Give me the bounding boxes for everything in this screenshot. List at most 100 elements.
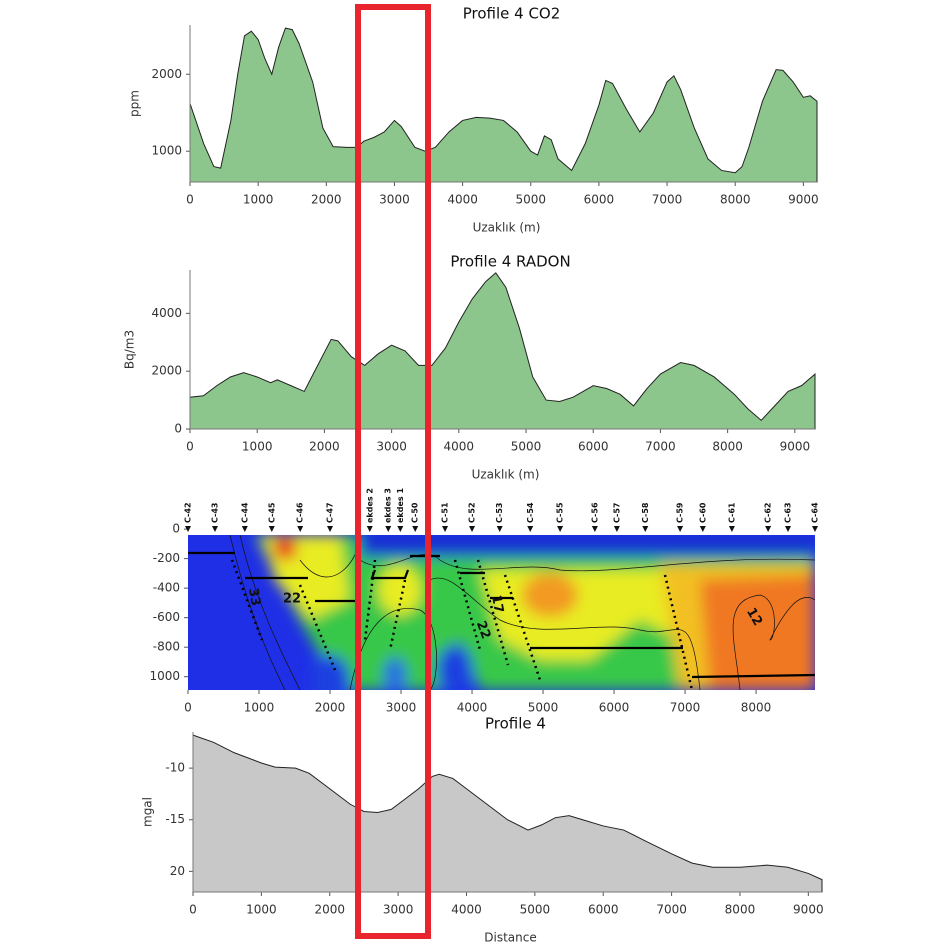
x-tick-label: 7000 bbox=[645, 440, 676, 454]
station-marker bbox=[366, 526, 373, 532]
x-tick-label: 2000 bbox=[309, 440, 340, 454]
x-tick-label: 9000 bbox=[788, 193, 819, 207]
x-tick-label: 6000 bbox=[599, 701, 630, 715]
station-label: C-43 bbox=[210, 502, 219, 523]
station-marker bbox=[699, 526, 706, 532]
station-marker bbox=[412, 526, 419, 532]
x-tick-label: 2000 bbox=[314, 903, 345, 917]
y-axis-label: Bq/m3 bbox=[123, 330, 137, 369]
x-tick-label: 4000 bbox=[457, 701, 488, 715]
area bbox=[189, 272, 816, 430]
station-label: C-62 bbox=[764, 502, 773, 523]
x-tick-label: 3000 bbox=[386, 701, 417, 715]
station-label: C-45 bbox=[267, 502, 276, 523]
x-tick-label: 7000 bbox=[656, 903, 687, 917]
x-tick-label: 9000 bbox=[793, 903, 824, 917]
x-tick-label: 4000 bbox=[447, 193, 478, 207]
x-tick-label: 8000 bbox=[712, 440, 743, 454]
y-tick-label: 2000 bbox=[151, 364, 182, 378]
station-marker bbox=[496, 526, 503, 532]
station-marker bbox=[211, 526, 218, 532]
x-tick-label: 7000 bbox=[670, 701, 701, 715]
station-marker bbox=[728, 526, 735, 532]
x-tick-label: 5000 bbox=[520, 903, 551, 917]
x-tick-label: 8000 bbox=[725, 903, 756, 917]
x-tick-label: 4000 bbox=[444, 440, 475, 454]
station-label: C-50 bbox=[411, 502, 420, 523]
y-axis-label: ppm bbox=[128, 90, 142, 117]
station-label: C-46 bbox=[296, 502, 305, 523]
station-label: C-53 bbox=[495, 502, 504, 523]
x-tick-label: 0 bbox=[189, 903, 197, 917]
station-label: C-54 bbox=[526, 502, 535, 523]
x-tick-label: 8000 bbox=[741, 701, 772, 715]
y-axis-label: mgal bbox=[141, 797, 155, 827]
contour-label: 22 bbox=[473, 619, 493, 641]
station-marker bbox=[297, 526, 304, 532]
y-tick-label: -15 bbox=[165, 812, 185, 826]
x-tick-label: 1000 bbox=[243, 193, 274, 207]
x-tick-label: 3000 bbox=[379, 193, 410, 207]
x-tick-label: 4000 bbox=[451, 903, 482, 917]
station-label: C-52 bbox=[468, 502, 477, 523]
highlight-box bbox=[355, 4, 431, 939]
x-tick-label: 8000 bbox=[720, 193, 751, 207]
station-label: C-61 bbox=[727, 502, 736, 523]
x-tick-label: 5000 bbox=[528, 701, 559, 715]
x-axis-label: Distance bbox=[484, 931, 536, 945]
x-tick-label: 1000 bbox=[242, 440, 273, 454]
x-tick-label: 6000 bbox=[578, 440, 609, 454]
y-tick-label: 1000 bbox=[151, 144, 182, 158]
y-tick-label: 0 bbox=[174, 422, 182, 436]
station-marker bbox=[442, 526, 449, 532]
station-label: C-63 bbox=[784, 502, 793, 523]
y-tick-label: -600 bbox=[153, 610, 180, 624]
x-tick-label: 2000 bbox=[315, 701, 346, 715]
station-marker bbox=[785, 526, 792, 532]
station-label: ekdes 1 bbox=[396, 488, 405, 523]
y-tick-label: 1000 bbox=[149, 669, 180, 683]
station-label: C-47 bbox=[326, 502, 335, 523]
station-marker bbox=[469, 526, 476, 532]
x-tick-label: 0 bbox=[186, 193, 194, 207]
station-label: C-56 bbox=[590, 502, 599, 523]
y-tick-label: 4000 bbox=[151, 306, 182, 320]
x-tick-label: 2000 bbox=[311, 193, 342, 207]
contour-label: 22 bbox=[283, 592, 301, 607]
x-tick-label: 7000 bbox=[652, 193, 683, 207]
station-marker bbox=[591, 526, 598, 532]
contour-label: 17 bbox=[488, 594, 506, 614]
station-marker bbox=[327, 526, 334, 532]
station-marker bbox=[527, 526, 534, 532]
x-axis-label: Uzaklık (m) bbox=[473, 221, 541, 235]
station-marker bbox=[385, 526, 392, 532]
contour-label: 33 bbox=[245, 587, 263, 607]
station-label: ekdes 3 bbox=[384, 488, 393, 523]
station-marker bbox=[613, 526, 620, 532]
station-marker bbox=[642, 526, 649, 532]
y-tick-label: 20 bbox=[170, 864, 185, 878]
x-tick-label: 6000 bbox=[588, 903, 619, 917]
x-tick-label: 1000 bbox=[244, 701, 275, 715]
y-tick-label: -10 bbox=[165, 761, 185, 775]
station-marker bbox=[677, 526, 684, 532]
station-label: C-42 bbox=[184, 502, 193, 523]
station-marker bbox=[397, 526, 404, 532]
x-tick-label: 3000 bbox=[376, 440, 407, 454]
station-label: C-60 bbox=[698, 502, 707, 523]
station-marker bbox=[765, 526, 772, 532]
x-tick-label: 9000 bbox=[780, 440, 811, 454]
station-label: C-55 bbox=[556, 502, 565, 523]
y-tick-label: -400 bbox=[153, 581, 180, 595]
station-marker bbox=[241, 526, 248, 532]
area bbox=[192, 734, 823, 893]
x-axis-label: Uzaklık (m) bbox=[472, 468, 540, 482]
x-tick-label: 1000 bbox=[246, 903, 277, 917]
station-marker bbox=[812, 526, 818, 532]
x-tick-label: 6000 bbox=[584, 193, 615, 207]
x-tick-label: 0 bbox=[186, 440, 194, 454]
x-tick-label: 5000 bbox=[511, 440, 542, 454]
x-tick-label: 0 bbox=[184, 701, 192, 715]
station-label: C-44 bbox=[240, 502, 249, 523]
